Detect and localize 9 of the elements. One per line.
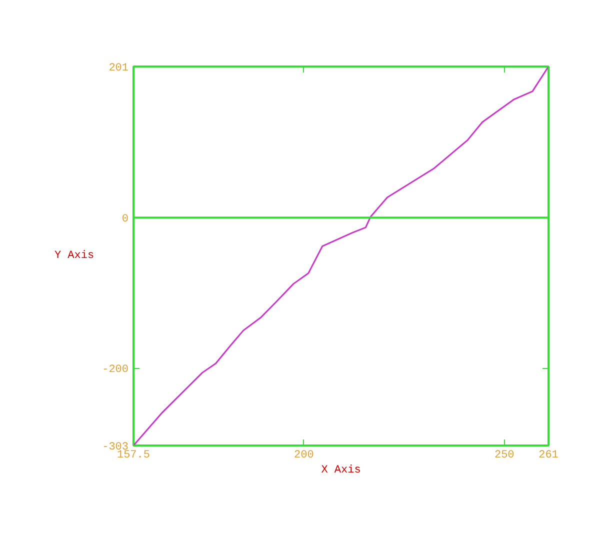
y-tick-label: -200 [102, 364, 128, 376]
y-axis-title: Y Axis [54, 250, 94, 262]
y-tick-label: 201 [108, 62, 129, 74]
y-tick-label: 0 [122, 214, 129, 226]
x-axis-title: X Axis [321, 464, 361, 476]
x-tick-label: 261 [538, 450, 559, 462]
line-series [134, 66, 548, 446]
x-tick-label: 200 [294, 450, 314, 462]
x-tick-label: 250 [494, 450, 514, 462]
